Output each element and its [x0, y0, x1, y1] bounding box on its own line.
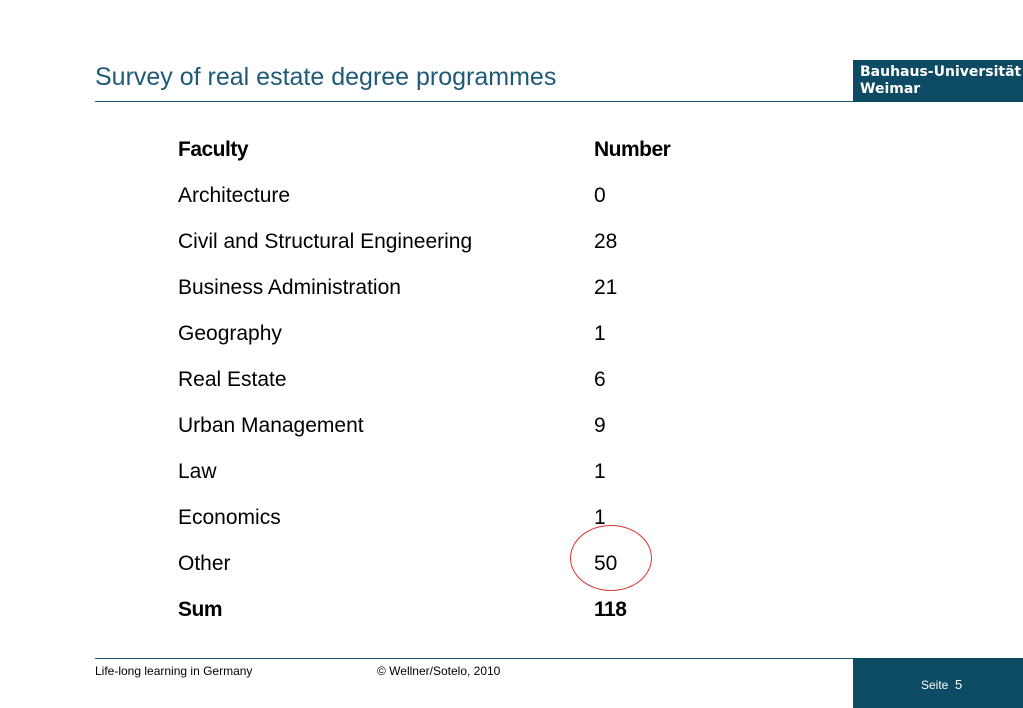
column-header-number: Number	[594, 138, 671, 161]
footer-divider	[95, 658, 855, 659]
sum-value: 118	[594, 598, 627, 621]
highlight-circle	[570, 525, 652, 591]
table-header-row: Faculty Number	[178, 138, 698, 164]
table-row: Urban Management 9	[178, 414, 698, 440]
page-title: Survey of real estate degree programmes	[95, 63, 557, 91]
number-cell: 1	[594, 322, 606, 345]
table-row: Business Administration 21	[178, 276, 698, 302]
table-row: Law 1	[178, 460, 698, 486]
column-header-faculty: Faculty	[178, 138, 249, 161]
faculty-cell: Civil and Structural Engineering	[178, 230, 473, 253]
logo-line-2: Weimar	[860, 81, 921, 97]
faculty-cell: Architecture	[178, 184, 291, 207]
page-number: 5	[955, 677, 963, 692]
title-divider	[95, 101, 855, 102]
table-sum-row: Sum 118	[178, 598, 698, 624]
faculty-cell: Business Administration	[178, 276, 401, 299]
table-row: Real Estate 6	[178, 368, 698, 394]
faculty-cell: Law	[178, 460, 217, 483]
footer-copyright: © Wellner/Sotelo, 2010	[377, 664, 501, 678]
university-logo: Bauhaus-Universität Weimar	[853, 60, 1023, 102]
page-label: Seite	[921, 678, 949, 692]
logo-line-1: Bauhaus-Universität	[860, 64, 1022, 80]
faculty-cell: Economics	[178, 506, 281, 529]
number-cell: 6	[594, 368, 606, 391]
faculty-cell: Geography	[178, 322, 282, 345]
number-cell: 1	[594, 506, 606, 529]
number-cell: 1	[594, 460, 606, 483]
number-cell: 0	[594, 184, 606, 207]
table-row: Geography 1	[178, 322, 698, 348]
footer-course-title: Life-long learning in Germany	[95, 664, 253, 678]
page-number-box: Seite 5	[853, 658, 1023, 708]
table-row: Architecture 0	[178, 184, 698, 210]
number-cell: 28	[594, 230, 618, 253]
faculty-cell: Other	[178, 552, 231, 575]
faculty-cell: Real Estate	[178, 368, 287, 391]
sum-label: Sum	[178, 598, 223, 621]
number-cell: 9	[594, 414, 606, 437]
table-row: Economics 1	[178, 506, 698, 532]
table-row: Civil and Structural Engineering 28	[178, 230, 698, 256]
faculty-cell: Urban Management	[178, 414, 364, 437]
number-cell: 21	[594, 276, 618, 299]
